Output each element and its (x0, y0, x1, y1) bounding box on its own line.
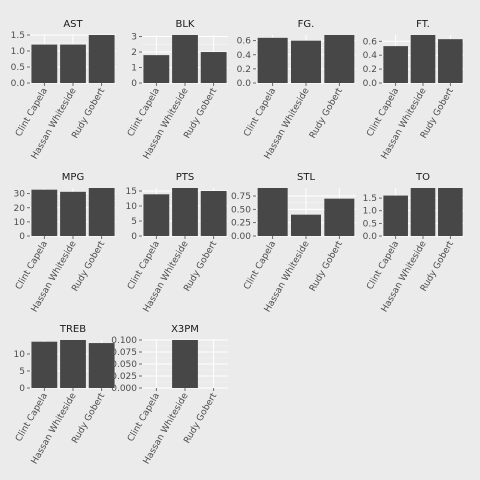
facet-title: STL (297, 172, 315, 183)
facet-title: FG. (298, 19, 315, 30)
bar-rudy-gobert (438, 188, 463, 236)
y-tick-label: 0.5 (11, 63, 25, 73)
bar-hassan-whiteside (172, 188, 198, 236)
bar-clint-capela (257, 188, 288, 236)
facet-title: FT. (416, 19, 430, 30)
facet-title: PTS (176, 172, 195, 183)
facet-title: MPG (62, 172, 84, 183)
facet-title: BLK (176, 19, 195, 30)
y-tick-label: 0.6 (237, 37, 252, 47)
y-tick-label: 10 (14, 350, 26, 360)
y-tick-label: 0.4 (237, 51, 252, 61)
bar-hassan-whiteside (172, 35, 198, 83)
x-tick-label: Clint Capela (242, 240, 278, 292)
bar-rudy-gobert (88, 343, 115, 388)
y-tick-label: 0.50 (231, 205, 251, 215)
y-tick-label: 0.0 (363, 79, 378, 89)
facet-title: AST (63, 19, 83, 30)
y-tick-label: 1.5 (363, 194, 377, 204)
y-tick-label: 0.000 (111, 384, 137, 394)
bar-clint-capela (383, 195, 408, 236)
y-tick-label: 0.2 (237, 65, 251, 75)
y-tick-label: 0.75 (231, 192, 251, 202)
y-tick-label: 0.0 (237, 79, 252, 89)
y-tick-label: 30 (14, 190, 26, 200)
x-tick-label: Rudy Gobert (308, 86, 345, 140)
bar-hassan-whiteside (410, 35, 436, 83)
y-tick-label: 0.025 (111, 372, 137, 382)
y-tick-label: 0.25 (231, 219, 251, 229)
y-tick-label: 0.0 (363, 232, 378, 242)
facet-title: TREB (59, 324, 86, 335)
bar-hassan-whiteside (60, 191, 86, 236)
y-tick-label: 1 (131, 64, 137, 74)
y-tick-label: 10 (14, 218, 26, 228)
bar-rudy-gobert (88, 35, 115, 83)
x-tick-label: Clint Capela (242, 87, 278, 139)
bar-clint-capela (31, 44, 58, 83)
y-tick-label: 5 (19, 367, 25, 377)
y-tick-label: 0 (131, 79, 137, 89)
bar-rudy-gobert (438, 39, 463, 83)
y-tick-label: 0.00 (231, 232, 251, 242)
y-tick-label: 2 (131, 48, 137, 58)
y-tick-label: 0.2 (363, 65, 377, 75)
facet-title: X3PM (171, 324, 199, 335)
bar-rudy-gobert (88, 188, 115, 236)
y-tick-label: 10 (126, 202, 138, 212)
bar-hassan-whiteside (60, 340, 86, 388)
facet-title: TO (415, 172, 430, 183)
y-tick-label: 0.0 (11, 79, 26, 89)
bar-rudy-gobert (324, 35, 355, 83)
bar-clint-capela (143, 55, 170, 83)
y-tick-label: 0.4 (363, 51, 378, 61)
y-tick-label: 0 (19, 384, 25, 394)
bar-clint-capela (383, 46, 408, 83)
y-tick-label: 0 (131, 232, 137, 242)
bar-rudy-gobert (324, 198, 355, 236)
bar-clint-capela (31, 189, 58, 236)
bar-hassan-whiteside (172, 340, 198, 388)
y-tick-label: 0.5 (363, 219, 377, 229)
bar-hassan-whiteside (291, 40, 321, 83)
y-tick-label: 0 (19, 232, 25, 242)
bar-clint-capela (31, 341, 58, 388)
bar-rudy-gobert (200, 52, 227, 83)
bar-clint-capela (257, 37, 288, 83)
bar-clint-capela (143, 194, 170, 236)
y-tick-label: 1.5 (11, 31, 25, 41)
y-tick-label: 1.0 (363, 207, 378, 217)
bar-rudy-gobert (200, 191, 227, 236)
y-tick-label: 1.0 (11, 47, 26, 57)
y-tick-label: 5 (131, 217, 137, 227)
bar-hassan-whiteside (291, 214, 321, 236)
y-tick-label: 0.6 (363, 37, 378, 47)
y-tick-label: 20 (14, 204, 26, 214)
y-tick-label: 0.050 (111, 360, 137, 370)
y-tick-label: 3 (131, 33, 137, 43)
x-tick-label: Rudy Gobert (308, 239, 345, 293)
y-tick-label: 0.100 (111, 336, 137, 346)
bar-hassan-whiteside (410, 188, 436, 236)
y-tick-label: 15 (126, 187, 137, 197)
bar-hassan-whiteside (60, 44, 86, 83)
y-tick-label: 0.075 (111, 348, 137, 358)
